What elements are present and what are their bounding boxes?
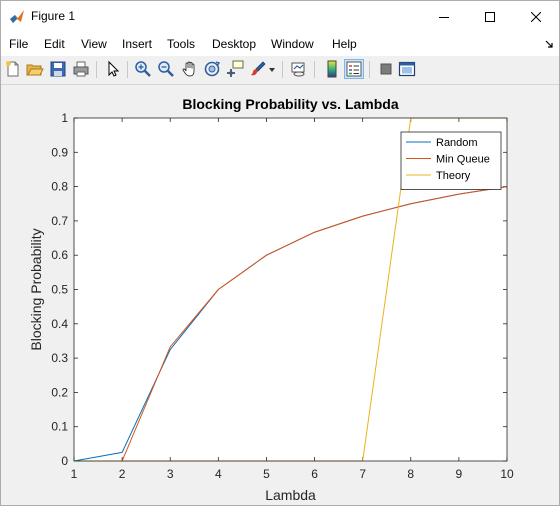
y-tick-label: 1: [61, 111, 68, 125]
y-tick-label: 0.4: [51, 317, 68, 331]
minimize-button[interactable]: [421, 1, 467, 32]
legend[interactable]: Random Min Queue Theory: [400, 131, 502, 190]
matlab-app-icon: [10, 10, 24, 23]
insert-colorbar-icon[interactable]: [323, 60, 341, 78]
y-tick-label: 0: [61, 454, 68, 468]
x-tick-label: 2: [119, 467, 126, 481]
x-tick-label: 4: [215, 467, 222, 481]
y-tick-label: 0.7: [51, 214, 68, 228]
y-tick-label: 0.9: [51, 145, 68, 159]
axes-box: [73, 117, 508, 462]
hide-plot-tools-icon[interactable]: [377, 60, 395, 78]
y-tick-label: 0.5: [51, 283, 68, 297]
link-plot-icon[interactable]: [290, 60, 308, 78]
save-icon[interactable]: [49, 60, 67, 78]
x-tick-label: 6: [311, 467, 318, 481]
legend-entry: Random: [436, 137, 478, 149]
x-axis-label: Lambda: [265, 487, 316, 503]
title-bar[interactable]: Figure 1: [1, 1, 559, 32]
menu-insert[interactable]: Insert: [122, 37, 153, 51]
x-tick-label: 10: [500, 467, 514, 481]
edit-plot-arrow-icon[interactable]: [104, 60, 122, 78]
toolbar-separator: [369, 61, 370, 78]
x-tick-label: 5: [263, 467, 270, 481]
x-tick-label: 7: [359, 467, 366, 481]
insert-legend-icon[interactable]: [344, 59, 364, 79]
brush-icon[interactable]: [249, 60, 267, 78]
y-axis-label: Blocking Probability: [28, 228, 44, 350]
rotate-3d-icon[interactable]: [203, 60, 221, 78]
zoom-out-icon[interactable]: [157, 60, 175, 78]
zoom-in-icon[interactable]: [134, 60, 152, 78]
show-plot-tools-icon[interactable]: [398, 60, 416, 78]
menu-view[interactable]: View: [81, 37, 107, 51]
open-file-icon[interactable]: [26, 60, 44, 78]
brush-dropdown-icon[interactable]: [269, 68, 275, 72]
x-tick-label: 3: [167, 467, 174, 481]
menu-file[interactable]: File: [9, 37, 29, 51]
maximize-icon: [485, 11, 495, 22]
menu-bar: File Edit View Insert Tools Desktop Wind…: [1, 32, 559, 56]
x-tick-label: 8: [407, 467, 414, 481]
toolbar-separator: [282, 61, 283, 78]
data-cursor-icon[interactable]: [226, 60, 244, 78]
dock-arrow-icon[interactable]: [545, 40, 555, 50]
menu-desktop[interactable]: Desktop: [212, 37, 257, 51]
menu-help[interactable]: Help: [332, 37, 357, 51]
new-figure-icon[interactable]: [4, 60, 22, 78]
menu-window[interactable]: Window: [271, 37, 314, 51]
toolbar-separator: [96, 61, 97, 78]
print-icon[interactable]: [72, 60, 90, 78]
y-tick-label: 0.3: [51, 351, 68, 365]
close-icon: [531, 11, 541, 22]
toolbar-separator: [314, 61, 315, 78]
minimize-icon: [439, 16, 449, 18]
y-tick-label: 0.6: [51, 248, 68, 262]
legend-entry: Theory: [436, 170, 471, 182]
pan-hand-icon[interactable]: [181, 60, 199, 78]
menu-tools[interactable]: Tools: [167, 37, 196, 51]
toolbar-separator: [127, 61, 128, 78]
menu-edit[interactable]: Edit: [44, 37, 65, 51]
figure-toolbar: [1, 56, 559, 85]
y-tick-label: 0.2: [51, 385, 68, 399]
line-chart[interactable]: 1 2 3 4 5 6 7 8 9 10 0 0.1 0.2 0.3 0.4 0.5 0.6 0.7 0.8 0.9 1…: [1, 85, 559, 505]
x-tick-label: 1: [71, 467, 78, 481]
maximize-button[interactable]: [467, 1, 513, 32]
chart-title: Blocking Probability vs. Lambda: [182, 96, 398, 112]
close-button[interactable]: [513, 1, 559, 32]
figure-canvas[interactable]: 1 2 3 4 5 6 7 8 9 10 0 0.1 0.2 0.3 0.4 0.5 0.6 0.7 0.8 0.9 1…: [1, 85, 559, 505]
legend-entry: Min Queue: [436, 154, 490, 166]
x-tick-label: 9: [456, 467, 463, 481]
y-tick-label: 0.1: [51, 420, 68, 434]
series-line-min-queue[interactable]: [74, 186, 508, 462]
y-tick-label: 0.8: [51, 180, 68, 194]
window-title: Figure 1: [31, 9, 76, 23]
